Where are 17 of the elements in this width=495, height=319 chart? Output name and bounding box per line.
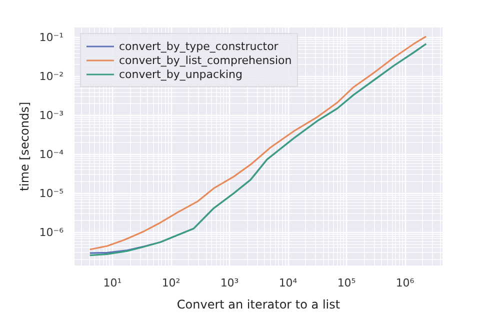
y-tick-label: 10⁻² xyxy=(39,70,64,84)
legend-label: convert_by_list_comprehension xyxy=(119,53,292,67)
y-tick-label: 10⁻³ xyxy=(39,109,64,122)
y-axis-title: time [seconds] xyxy=(17,102,32,192)
x-tick-label: 10⁶ xyxy=(396,276,415,290)
legend-label: convert_by_type_constructor xyxy=(119,39,278,53)
x-tick-label: 10⁴ xyxy=(278,276,298,290)
legend-label: convert_by_unpacking xyxy=(119,67,242,81)
y-tick-label: 10⁻⁶ xyxy=(39,226,64,239)
y-tick-label: 10⁻¹ xyxy=(39,31,64,44)
y-tick-label: 10⁻⁵ xyxy=(39,186,64,200)
y-tick-label: 10⁻⁴ xyxy=(39,148,64,161)
x-axis-title: Convert an iterator to a list xyxy=(176,298,340,312)
x-tick-label: 10² xyxy=(162,276,180,290)
x-tick-label: 10³ xyxy=(220,276,239,290)
x-tick-label: 10⁵ xyxy=(337,276,356,290)
x-tick-label: 10¹ xyxy=(103,276,122,290)
